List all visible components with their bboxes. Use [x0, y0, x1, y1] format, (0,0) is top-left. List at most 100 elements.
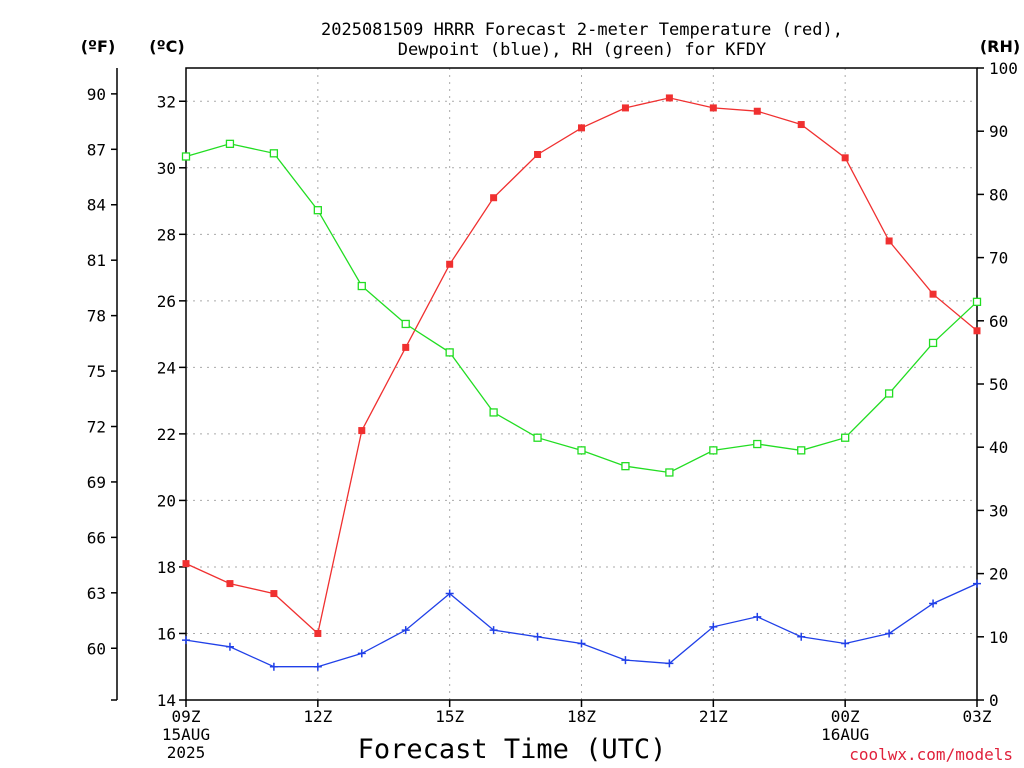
rh-point — [445, 348, 454, 357]
rh-point — [533, 433, 542, 442]
rh-tick-label: 50 — [989, 375, 1008, 394]
celsius-tick-label: 28 — [157, 225, 176, 244]
dewpoint-point — [577, 639, 586, 648]
rh-tick-label: 10 — [989, 628, 1008, 647]
rh-point — [841, 433, 850, 442]
grid-layer — [186, 68, 977, 700]
rh-tick-label: 100 — [989, 59, 1018, 78]
rh-point — [225, 139, 235, 148]
rh-line — [185, 143, 978, 474]
rh-point — [621, 462, 630, 471]
rh-point — [269, 149, 279, 158]
temperature-line — [185, 97, 978, 635]
x-tick-label: 15Z — [435, 707, 464, 726]
temperature-point — [621, 104, 629, 112]
x-tick-label: 15AUG — [162, 725, 210, 744]
temperature-point — [402, 343, 410, 351]
celsius-tick-label: 30 — [157, 159, 176, 178]
temperature-point — [358, 427, 366, 435]
temperature-point — [665, 94, 673, 102]
temperature-point — [182, 560, 190, 568]
temperature-point — [534, 150, 542, 158]
dewpoint-point — [533, 632, 542, 641]
dewpoint-point — [797, 632, 806, 641]
celsius-tick-label: 14 — [157, 691, 176, 710]
celsius-tick-label: 26 — [157, 292, 176, 311]
temperature-point — [973, 327, 981, 335]
dewpoint-point — [753, 612, 762, 621]
ticks-layer: 14 16 18 20 22 24 26 28 30 32 60 63 66 69 72 75 78 81 84 87… — [87, 59, 1018, 762]
x-tick-label: 18Z — [567, 707, 596, 726]
rh-unit-label: (RH) — [980, 37, 1020, 56]
x-tick-label: 2025 — [167, 743, 206, 762]
fahrenheit-tick-label: 84 — [87, 196, 106, 215]
celsius-tick-label: 24 — [157, 358, 176, 377]
rh-tick-label: 20 — [989, 565, 1008, 584]
dewpoint-point — [401, 626, 410, 635]
chart-title-line-2: Dewpoint (blue), RH (green) for KFDY — [398, 40, 766, 60]
temperature-point — [885, 237, 893, 245]
temperature-point — [578, 124, 585, 132]
temperature-point — [314, 629, 322, 637]
temperature-point — [226, 580, 234, 588]
fahrenheit-tick-label: 78 — [87, 307, 106, 326]
temperature-point — [446, 260, 454, 268]
rh-tick-label: 60 — [989, 312, 1008, 331]
dewpoint-point — [885, 629, 894, 638]
credit-text: coolwx.com/models — [849, 745, 1013, 764]
rh-tick-label: 90 — [989, 122, 1008, 141]
temperature-point — [753, 107, 761, 115]
dewpoint-point — [489, 626, 498, 635]
fahrenheit-tick-label: 63 — [87, 584, 106, 603]
temperature-point — [797, 121, 805, 129]
rh-tick-label: 70 — [989, 249, 1008, 268]
dewpoint-point — [709, 622, 718, 631]
x-tick-label: 03Z — [963, 707, 992, 726]
rh-tick-label: 80 — [989, 185, 1008, 204]
rh-point — [401, 319, 410, 329]
temperature-point — [709, 104, 717, 112]
celsius-tick-label: 22 — [157, 425, 176, 444]
dewpoint-point — [841, 639, 850, 648]
x-tick-label: 16AUG — [821, 725, 869, 744]
rh-point — [181, 152, 191, 161]
dewpoint-point — [665, 659, 674, 668]
dewpoint-point — [357, 649, 366, 658]
dewpoint-line — [185, 583, 978, 668]
fahrenheit-tick-label: 75 — [87, 362, 106, 381]
rh-point — [709, 446, 718, 455]
celsius-tick-label: 32 — [157, 92, 176, 111]
dewpoint-point — [182, 636, 190, 645]
fahrenheit-tick-label: 66 — [87, 528, 106, 547]
rh-tick-label: 30 — [989, 501, 1008, 520]
celsius-tick-label: 16 — [157, 624, 176, 643]
dewpoint-point — [313, 662, 322, 671]
fahrenheit-tick-label: 69 — [87, 473, 106, 492]
x-tick-label: 00Z — [831, 707, 860, 726]
celsius-tick-label: 18 — [157, 558, 176, 577]
x-axis-label: Forecast Time (UTC) — [358, 734, 667, 765]
fahrenheit-tick-label: 81 — [87, 251, 106, 270]
x-tick-label: 12Z — [303, 707, 332, 726]
rh-point — [665, 468, 674, 477]
rh-tick-label: 40 — [989, 438, 1008, 457]
rh-point — [489, 408, 498, 417]
fahrenheit-tick-label: 87 — [87, 140, 106, 159]
rh-point — [797, 446, 806, 455]
fahrenheit-tick-label: 60 — [87, 639, 106, 658]
series-layer — [181, 94, 982, 671]
x-tick-label: 09Z — [172, 707, 201, 726]
chart-title-line-1: 2025081509 HRRR Forecast 2-meter Tempera… — [321, 20, 843, 40]
dewpoint-point — [269, 662, 278, 671]
rh-point — [313, 206, 322, 215]
fahrenheit-tick-label: 90 — [87, 85, 106, 104]
temperature-point — [841, 154, 849, 162]
rh-point — [972, 297, 982, 306]
rh-point — [884, 389, 894, 398]
temperature-point — [490, 194, 498, 202]
temperature-point — [270, 590, 278, 598]
rh-point — [753, 439, 762, 449]
rh-point — [928, 338, 938, 348]
fahrenheit-tick-label: 72 — [87, 418, 106, 437]
